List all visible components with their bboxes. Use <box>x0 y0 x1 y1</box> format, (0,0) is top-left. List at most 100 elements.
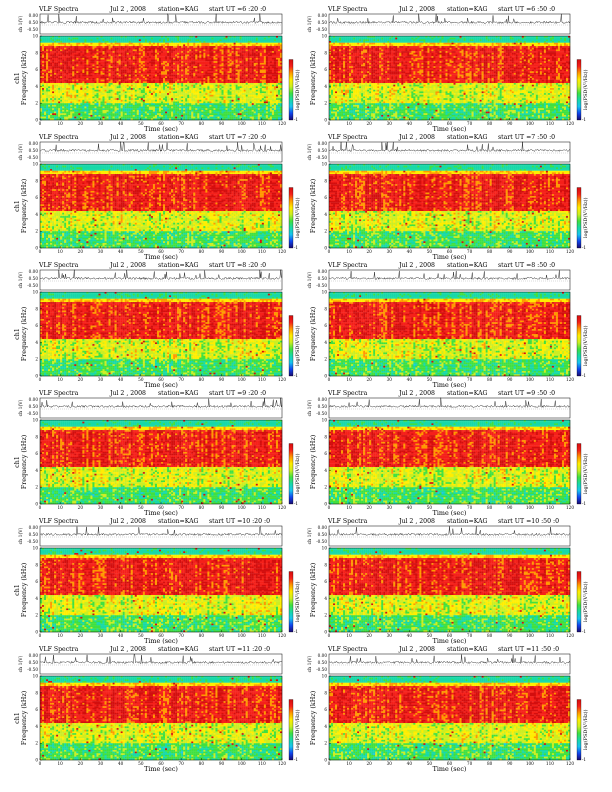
time-tick-label: 0 <box>39 633 42 638</box>
time-tick-label: 100 <box>526 249 534 254</box>
panel-title: VLF Spectra Jul 2 , 2008 station=KAG start … <box>38 646 270 653</box>
time-tick-label: 10 <box>346 249 352 254</box>
colorbar-label: log(PSD(V²/Hz)) <box>294 325 301 366</box>
spectrogram-image <box>40 420 282 504</box>
freq-axis-label: Frequency (kHz) <box>20 51 28 105</box>
waveform-ytick: 0.00 <box>29 525 39 530</box>
freq-tick-label: 6 <box>324 451 327 456</box>
panel-title: VLF Spectra Jul 2 , 2008 station=KAG start … <box>38 262 266 269</box>
time-tick-label: 0 <box>39 761 42 766</box>
colorbar <box>577 444 581 504</box>
time-tick-label: 40 <box>407 249 413 254</box>
colorbar <box>577 60 581 120</box>
time-tick-label: 70 <box>178 633 184 638</box>
colorbar-tick: -1 <box>294 629 298 634</box>
time-tick-label: 20 <box>366 249 372 254</box>
spectrogram-panel: VLF Spectra Jul 2 , 2008 station=KAG start … <box>13 262 301 389</box>
time-tick-label: 90 <box>507 633 513 638</box>
title-station: station=KAG <box>158 646 199 653</box>
colorbar-tick: -1 <box>582 117 586 122</box>
time-axis-label: Time (sec) <box>144 381 178 389</box>
panel-title: VLF Spectra Jul 2 , 2008 station=KAG start … <box>38 134 266 141</box>
panel-title: VLF Spectra Jul 2 , 2008 station=KAG start … <box>38 518 270 525</box>
title-station: station=KAG <box>158 390 199 397</box>
time-tick-label: 70 <box>178 505 184 510</box>
time-tick-label: 90 <box>219 377 225 382</box>
time-axis-label: Time (sec) <box>433 253 467 261</box>
time-axis-label: Time (sec) <box>433 637 467 645</box>
time-tick-label: 90 <box>219 249 225 254</box>
waveform-ytick: -0.50 <box>316 283 327 288</box>
time-tick-label: 10 <box>346 377 352 382</box>
colorbar-label: log(PSD(V²/Hz)) <box>294 453 301 494</box>
time-tick-label: 80 <box>199 249 205 254</box>
freq-tick-label: 10 <box>33 546 39 551</box>
time-tick-label: 100 <box>526 377 534 382</box>
time-tick-label: 110 <box>258 761 266 766</box>
waveform-ytick: 0.00 <box>318 525 328 530</box>
time-tick-label: 70 <box>178 377 184 382</box>
title-start: start UT =11 :20 :0 <box>209 646 270 653</box>
title-station: station=KAG <box>447 262 488 269</box>
time-tick-label: 100 <box>238 121 246 126</box>
time-tick-label: 70 <box>467 505 473 510</box>
title-start: start UT =7 :20 :0 <box>209 134 266 141</box>
waveform-ytick: -0.50 <box>316 667 327 672</box>
waveform-ytick: -0.50 <box>316 155 327 160</box>
time-tick-label: 70 <box>467 121 473 126</box>
title-date: Jul 2 , 2008 <box>109 646 146 653</box>
freq-tick-label: 10 <box>322 34 328 39</box>
time-tick-label: 0 <box>39 505 42 510</box>
time-tick-label: 50 <box>138 505 144 510</box>
title-vlf: VLF Spectra <box>327 6 368 13</box>
spectrogram-image <box>329 292 570 376</box>
time-tick-label: 30 <box>98 249 104 254</box>
freq-tick-label: 4 <box>35 596 38 601</box>
colorbar-tick: -1 <box>294 117 298 122</box>
title-start: start UT =6 :20 :0 <box>209 6 266 13</box>
freq-tick-label: 10 <box>322 674 328 679</box>
time-axis-label: Time (sec) <box>433 381 467 389</box>
time-tick-label: 50 <box>427 377 433 382</box>
colorbar <box>577 572 581 632</box>
channel-label: ch1 <box>13 456 21 468</box>
waveform-frame <box>40 398 282 418</box>
time-tick-label: 40 <box>407 121 413 126</box>
time-tick-label: 20 <box>78 505 84 510</box>
time-tick-label: 20 <box>78 377 84 382</box>
time-tick-label: 40 <box>118 249 124 254</box>
time-tick-label: 40 <box>407 377 413 382</box>
colorbar-tick: -1 <box>582 245 586 250</box>
title-date: Jul 2 , 2008 <box>398 262 435 269</box>
title-station: station=KAG <box>447 646 488 653</box>
spectrogram-panel: VLF Spectra Jul 2 , 2008 station=KAG start … <box>306 262 589 389</box>
waveform-ylabel: ch 1(V) <box>17 15 24 32</box>
waveform-frame <box>40 526 282 546</box>
title-start: start UT =9 :50 :0 <box>498 390 555 397</box>
spectrogram-panel: VLF Spectra Jul 2 , 2008 station=KAG start … <box>306 518 589 645</box>
waveform-ytick: 0.00 <box>318 653 328 658</box>
time-tick-label: 0 <box>39 377 42 382</box>
channel-label: ch1 <box>13 584 21 596</box>
spectrogram-panel: VLF Spectra Jul 2 , 2008 station=KAG start … <box>13 134 301 261</box>
title-vlf: VLF Spectra <box>38 518 79 525</box>
time-tick-label: 0 <box>39 121 42 126</box>
time-tick-label: 0 <box>328 121 331 126</box>
time-tick-label: 50 <box>427 633 433 638</box>
freq-axis-label: Frequency (kHz) <box>309 179 317 233</box>
waveform-ylabel: ch 1(V) <box>306 143 313 160</box>
colorbar-label: log(PSD(V²/Hz)) <box>582 69 589 110</box>
spectrogram-image <box>329 676 570 760</box>
waveform-ylabel: ch 1(V) <box>17 527 24 544</box>
time-tick-label: 40 <box>118 121 124 126</box>
time-tick-label: 100 <box>526 121 534 126</box>
time-tick-label: 40 <box>118 761 124 766</box>
time-tick-label: 110 <box>546 249 554 254</box>
time-tick-label: 70 <box>467 249 473 254</box>
waveform-ylabel: ch 1(V) <box>17 399 24 416</box>
colorbar-tick: -1 <box>582 629 586 634</box>
time-tick-label: 30 <box>387 121 393 126</box>
time-tick-label: 30 <box>98 121 104 126</box>
time-tick-label: 30 <box>387 761 393 766</box>
waveform-frame <box>329 14 570 34</box>
